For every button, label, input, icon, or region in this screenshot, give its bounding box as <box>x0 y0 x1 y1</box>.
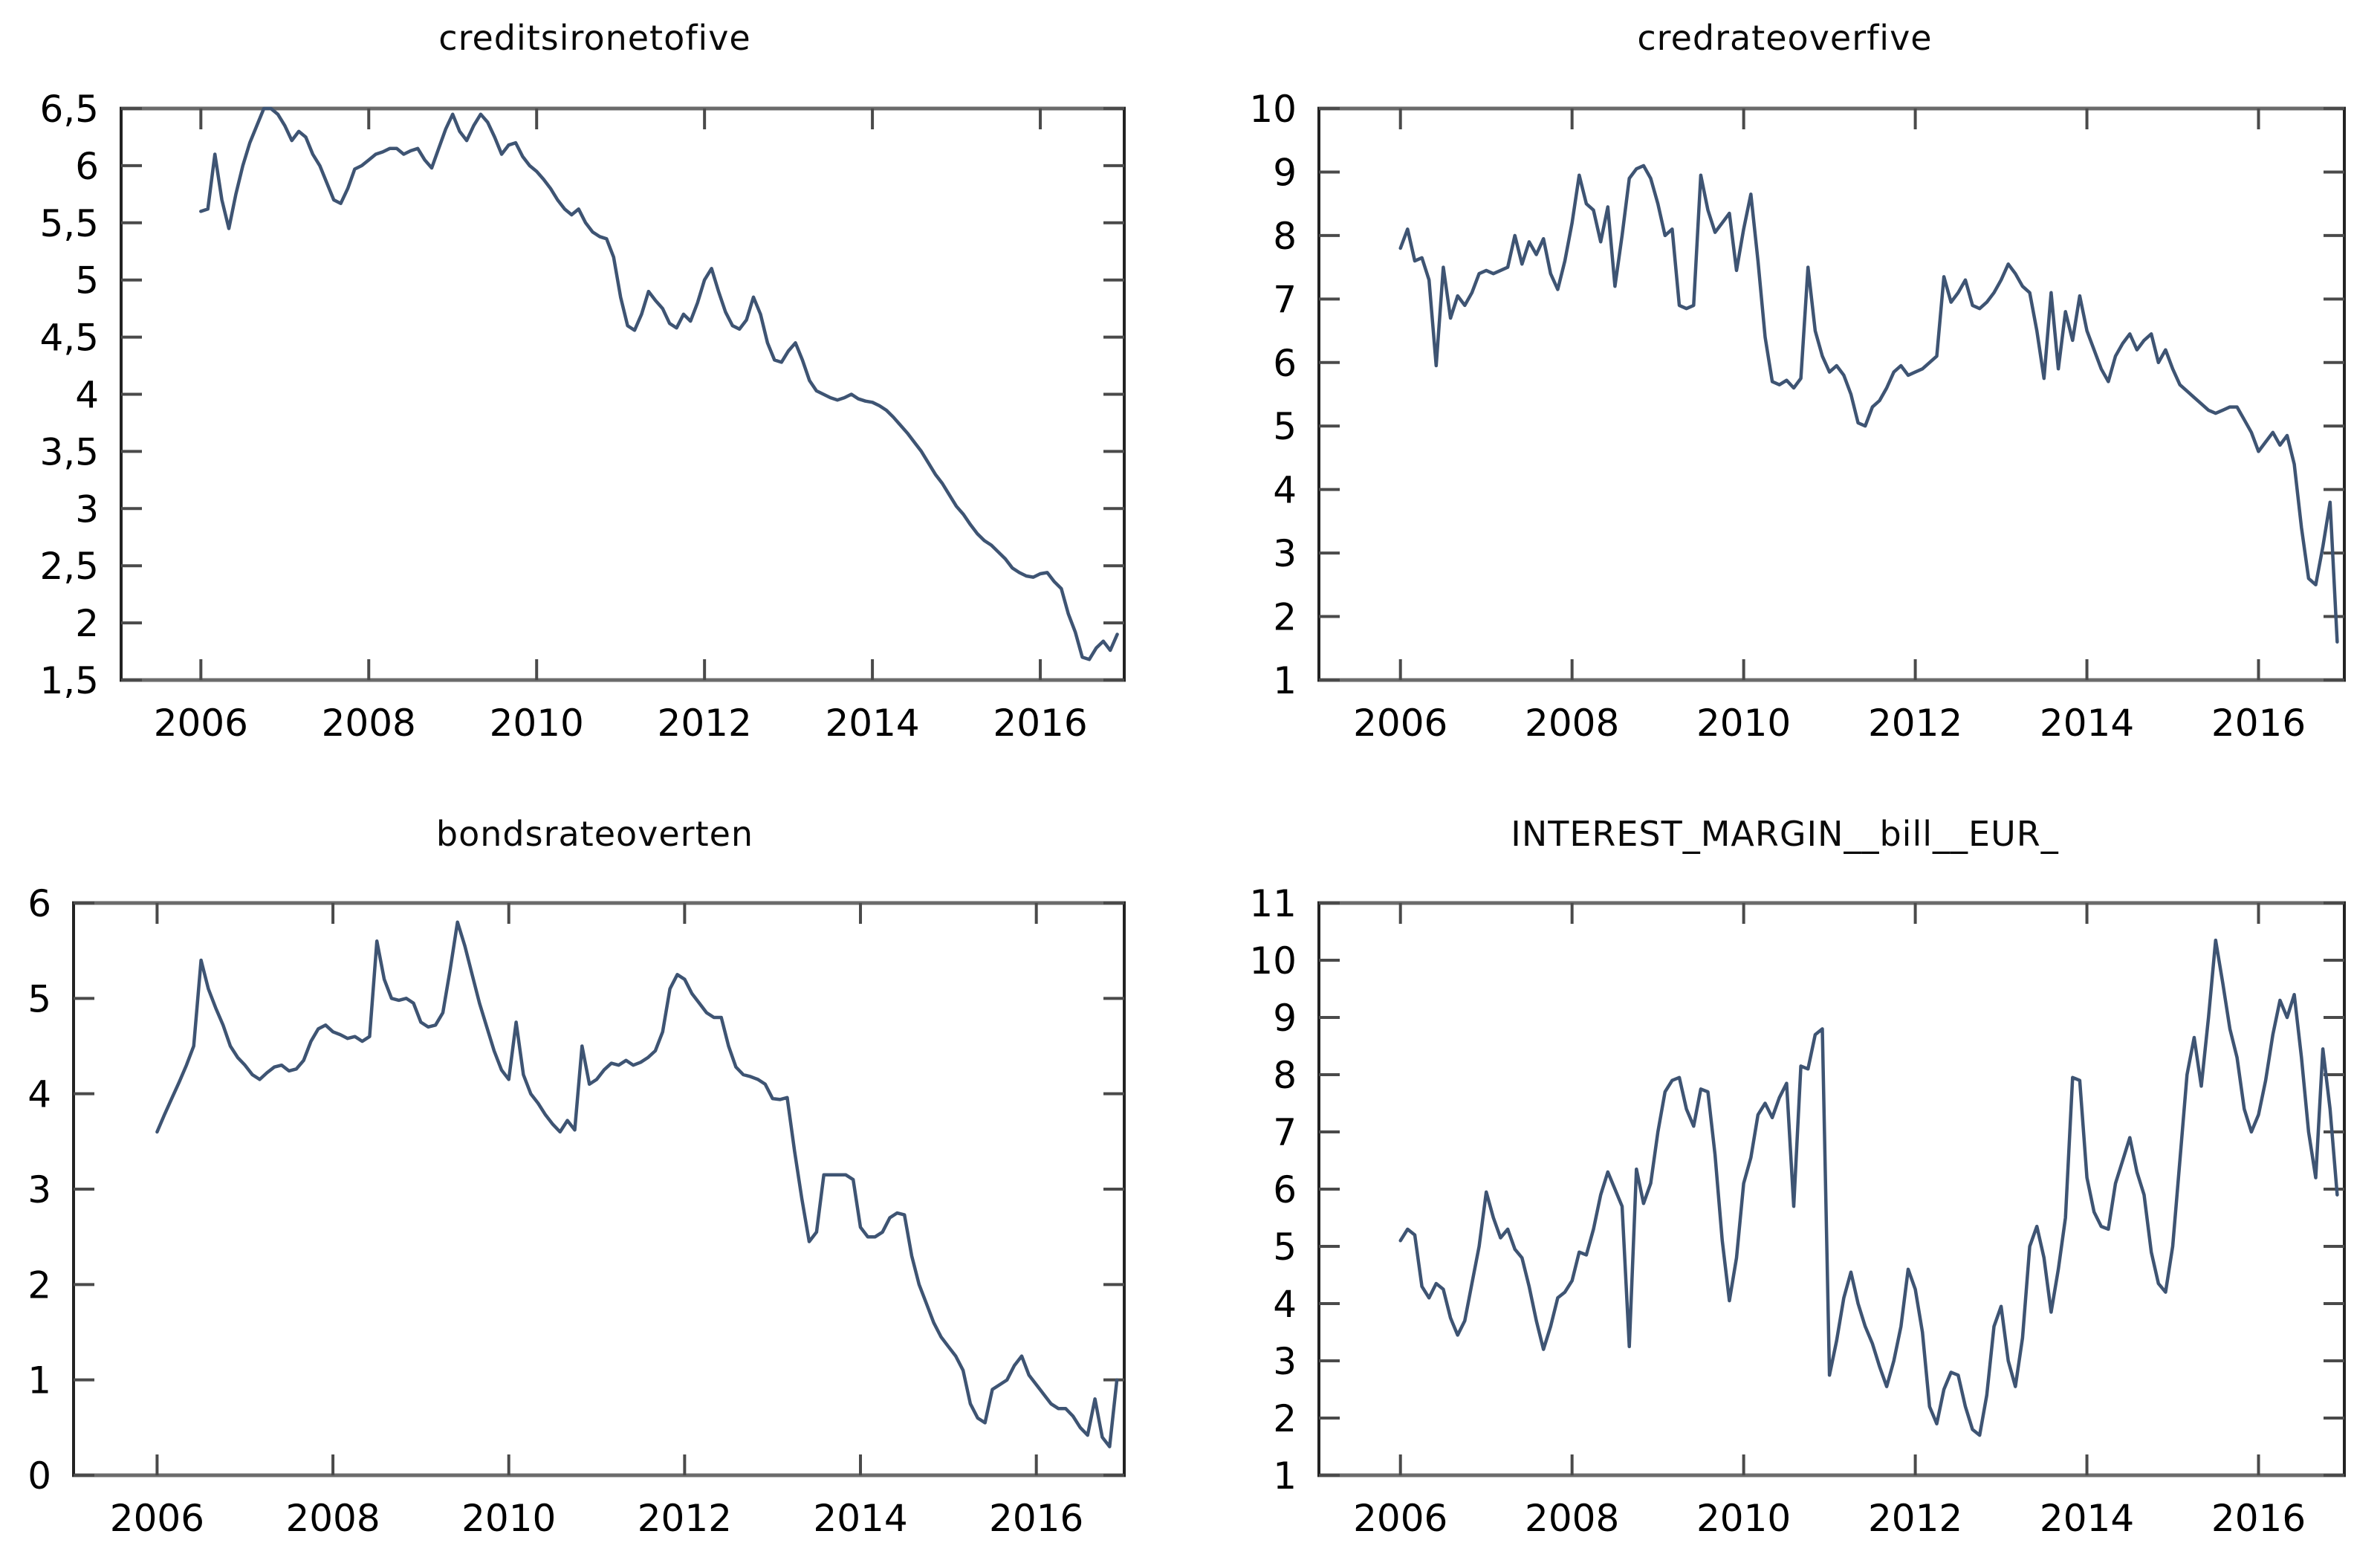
y-tick-label: 6 <box>1273 342 1297 385</box>
x-tick-label: 2006 <box>154 702 248 745</box>
y-tick-label: 5 <box>1273 1226 1297 1269</box>
chart-title: creditsironetofive <box>438 18 751 58</box>
y-tick-label: 9 <box>1273 151 1297 194</box>
y-tick-label: 2 <box>1273 1397 1297 1440</box>
x-tick-label: 2010 <box>461 1497 556 1540</box>
y-tick-label: 8 <box>1273 215 1297 258</box>
y-tick-label: 7 <box>1273 1111 1297 1154</box>
line-plot: 2006 2008 2010 2012 2014 2016 1 2 3 4 5 6 7 8 9 10 <box>1249 88 2346 745</box>
y-tick-label: 2 <box>1273 596 1297 639</box>
y-tick-label: 2 <box>27 1263 51 1307</box>
x-tick-label: 2014 <box>2040 702 2134 745</box>
x-tick-label: 2008 <box>1525 702 1619 745</box>
line-plot: 2006 2008 2010 2012 2014 2016 1 2 3 4 5 6 7 8 9 10 11 <box>1249 882 2346 1540</box>
y-tick-label: 10 <box>1249 88 1297 131</box>
line-plot: 2006 2008 2010 2012 2014 2016 1,5 2 2,5 3 3,5 4 4,5 5… <box>39 88 1126 745</box>
series-line <box>1398 938 2339 1437</box>
y-tick-label: 1 <box>1273 659 1297 702</box>
chart-bondsrateoverten: bondsrateoverten 2006 2008 2010 2012 2014 201… <box>0 780 1190 1560</box>
y-tick-label: 6 <box>27 882 51 925</box>
y-tick-label: 6 <box>75 145 99 188</box>
x-tick-label: 2016 <box>2211 1497 2306 1540</box>
y-tick-label: 2,5 <box>39 545 99 588</box>
y-tick-label: 7 <box>1273 278 1297 321</box>
x-tick-label: 2016 <box>993 702 1087 745</box>
chart-title: INTEREST_MARGIN__bill__EUR_ <box>1511 814 2059 854</box>
y-tick-label: 5 <box>1273 405 1297 448</box>
y-tick-label: 3 <box>1273 1340 1297 1383</box>
x-tick-label: 2016 <box>989 1497 1083 1540</box>
y-tick-label: 4 <box>1273 1283 1297 1326</box>
chart-interest-margin-bill-eur: INTEREST_MARGIN__bill__EUR_ 2006 2008 2010… <box>1190 780 2380 1560</box>
y-tick-label: 4 <box>75 374 99 417</box>
y-tick-label: 1,5 <box>39 659 99 702</box>
x-tick-label: 2006 <box>1353 1497 1447 1540</box>
y-tick-label: 10 <box>1249 939 1297 983</box>
x-tick-label: 2010 <box>1696 1497 1791 1540</box>
y-tick-label: 2 <box>75 602 99 645</box>
y-tick-label: 8 <box>1273 1054 1297 1097</box>
x-tick-label: 2010 <box>1696 702 1791 745</box>
y-tick-label: 4 <box>1273 469 1297 512</box>
y-tick-label: 11 <box>1249 882 1297 925</box>
y-tick-label: 5 <box>27 977 51 1020</box>
x-tick-label: 2012 <box>1868 702 1962 745</box>
chart-title: credrateoverfive <box>1637 18 1933 58</box>
x-tick-label: 2016 <box>2211 702 2306 745</box>
series-line <box>155 920 1119 1449</box>
y-tick-label: 6 <box>1273 1168 1297 1211</box>
x-tick-label: 2012 <box>658 702 752 745</box>
x-tick-label: 2008 <box>322 702 416 745</box>
chart-creditsironetofive: creditsironetofive 2006 2008 2010 2012 2014 2… <box>0 0 1190 780</box>
x-tick-label: 2012 <box>1868 1497 1962 1540</box>
x-tick-label: 2014 <box>825 702 919 745</box>
y-tick-label: 4,5 <box>39 317 99 360</box>
y-tick-label: 1 <box>27 1359 51 1402</box>
y-tick-label: 5 <box>75 259 99 302</box>
y-tick-label: 0 <box>27 1454 51 1498</box>
x-tick-label: 2014 <box>813 1497 907 1540</box>
y-tick-label: 1 <box>1273 1454 1297 1498</box>
x-tick-label: 2014 <box>2040 1497 2134 1540</box>
y-tick-label: 9 <box>1273 997 1297 1040</box>
x-tick-label: 2010 <box>490 702 584 745</box>
y-tick-label: 3 <box>75 488 99 531</box>
series-line <box>199 106 1119 661</box>
line-plot: 2006 2008 2010 2012 2014 2016 0 1 2 3 4 5 6 <box>27 882 1126 1540</box>
y-tick-label: 3 <box>1273 532 1297 575</box>
chart-title: bondsrateoverten <box>435 814 754 854</box>
y-tick-label: 4 <box>27 1073 51 1116</box>
series-line <box>1398 164 2339 644</box>
x-tick-label: 2012 <box>638 1497 732 1540</box>
y-tick-label: 3 <box>27 1168 51 1211</box>
x-tick-label: 2006 <box>110 1497 204 1540</box>
x-tick-label: 2008 <box>1525 1497 1619 1540</box>
y-tick-label: 3,5 <box>39 430 99 473</box>
chart-credrateoverfive: credrateoverfive 2006 2008 2010 2012 2014 201… <box>1190 0 2380 780</box>
y-tick-label: 5,5 <box>39 202 99 245</box>
x-tick-label: 2008 <box>285 1497 380 1540</box>
x-tick-label: 2006 <box>1353 702 1447 745</box>
y-tick-label: 6,5 <box>39 88 99 131</box>
